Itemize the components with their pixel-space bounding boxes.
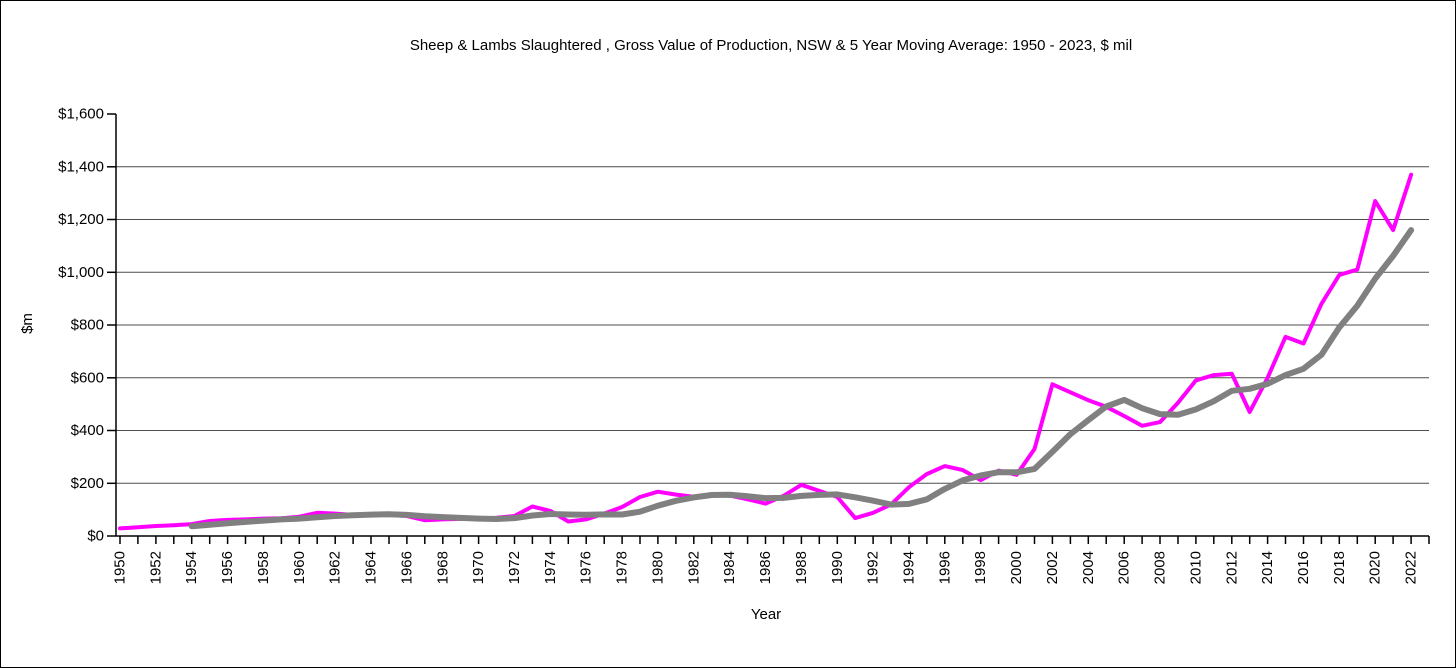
x-tick-label: 2016 xyxy=(1295,551,1312,584)
x-tick-label: 2010 xyxy=(1187,551,1204,584)
x-tick-label: 2004 xyxy=(1080,551,1097,584)
x-tick-label: 1990 xyxy=(829,551,846,584)
x-tick-label: 2008 xyxy=(1152,551,1169,584)
x-tick-label: 1984 xyxy=(721,551,738,584)
x-tick-label: 1992 xyxy=(865,551,882,584)
y-tick-label: $1,000 xyxy=(58,264,104,281)
x-tick-label: 1962 xyxy=(327,551,344,584)
x-tick-label: 1988 xyxy=(793,551,810,584)
x-tick-label: 1954 xyxy=(183,551,200,584)
gvp-annual-line xyxy=(118,172,1414,531)
x-tick-label: 1974 xyxy=(542,551,559,584)
x-tick-label: 1982 xyxy=(685,551,702,584)
y-tick-label: $800 xyxy=(71,317,104,334)
x-tick-label: 2022 xyxy=(1403,551,1420,584)
x-tick-label: 1960 xyxy=(291,551,308,584)
x-tick-label: 1956 xyxy=(219,551,236,584)
x-tick-label: 1968 xyxy=(434,551,451,584)
y-tick-label: $600 xyxy=(71,369,104,386)
moving-average-line xyxy=(188,227,1415,530)
y-tick-label: $400 xyxy=(71,422,104,439)
y-tick-label: $200 xyxy=(71,475,104,492)
x-tick-label: 1978 xyxy=(614,551,631,584)
chart-title: Sheep & Lambs Slaughtered , Gross Value … xyxy=(409,37,1133,54)
x-tick-label: 1970 xyxy=(470,551,487,584)
x-tick-label: 1994 xyxy=(901,551,918,584)
x-tick-label: 2012 xyxy=(1223,551,1240,584)
x-tick-label: 2018 xyxy=(1331,551,1348,584)
x-tick-label: 1976 xyxy=(578,551,595,584)
x-tick-label: 1952 xyxy=(147,551,164,584)
x-tick-label: 2020 xyxy=(1367,551,1384,584)
y-tick-label: $0 xyxy=(87,528,104,545)
x-tick-label: 1950 xyxy=(112,551,129,584)
x-tick-label: 2006 xyxy=(1116,551,1133,584)
x-tick-label: 1972 xyxy=(506,551,523,584)
x-tick-label: 1998 xyxy=(972,551,989,584)
x-tick-label: 1980 xyxy=(649,551,666,584)
x-tick-label: 2000 xyxy=(1008,551,1025,584)
y-tick-label: $1,600 xyxy=(58,106,104,123)
x-tick-label: 1986 xyxy=(757,551,774,584)
x-tick-label: 1996 xyxy=(936,551,953,584)
x-tick-label: 1964 xyxy=(363,551,380,584)
x-tick-label: 2014 xyxy=(1259,551,1276,584)
x-tick-label: 1958 xyxy=(255,551,272,584)
x-tick-label: 1966 xyxy=(398,551,415,584)
y-tick-label: $1,200 xyxy=(58,211,104,228)
x-tick-label: 2002 xyxy=(1044,551,1061,584)
y-tick-label: $1,400 xyxy=(58,158,104,175)
x-axis-title: Year xyxy=(750,606,782,623)
